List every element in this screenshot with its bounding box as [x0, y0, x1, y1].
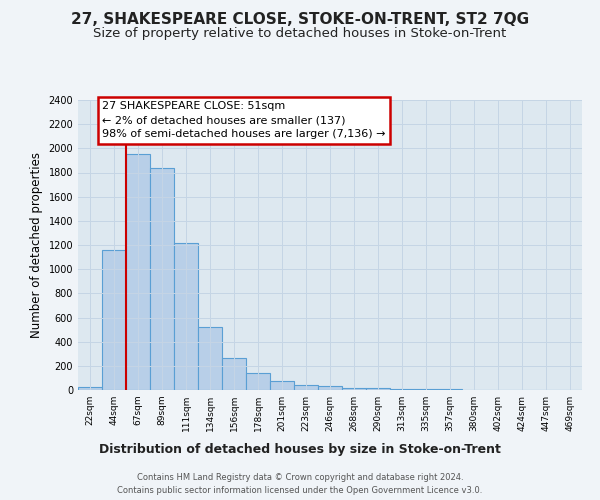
Text: 27, SHAKESPEARE CLOSE, STOKE-ON-TRENT, ST2 7QG: 27, SHAKESPEARE CLOSE, STOKE-ON-TRENT, S… [71, 12, 529, 28]
Text: Contains public sector information licensed under the Open Government Licence v3: Contains public sector information licen… [118, 486, 482, 495]
Text: Distribution of detached houses by size in Stoke-on-Trent: Distribution of detached houses by size … [99, 442, 501, 456]
Bar [414, 389, 438, 390]
Bar [174, 242, 198, 390]
Bar [126, 154, 150, 390]
Bar [198, 327, 222, 390]
Text: Contains HM Land Registry data © Crown copyright and database right 2024.: Contains HM Land Registry data © Crown c… [137, 472, 463, 482]
Bar [270, 381, 294, 390]
Bar [318, 386, 342, 390]
Bar [222, 358, 246, 390]
Bar [366, 388, 390, 390]
Bar [78, 387, 102, 390]
Y-axis label: Number of detached properties: Number of detached properties [30, 152, 43, 338]
Bar [342, 388, 366, 390]
Text: 27 SHAKESPEARE CLOSE: 51sqm
← 2% of detached houses are smaller (137)
98% of sem: 27 SHAKESPEARE CLOSE: 51sqm ← 2% of deta… [103, 101, 386, 139]
Bar [150, 168, 174, 390]
Bar [246, 373, 270, 390]
Bar [390, 389, 414, 390]
Bar [294, 384, 318, 390]
Bar [102, 250, 126, 390]
Text: Size of property relative to detached houses in Stoke-on-Trent: Size of property relative to detached ho… [94, 28, 506, 40]
